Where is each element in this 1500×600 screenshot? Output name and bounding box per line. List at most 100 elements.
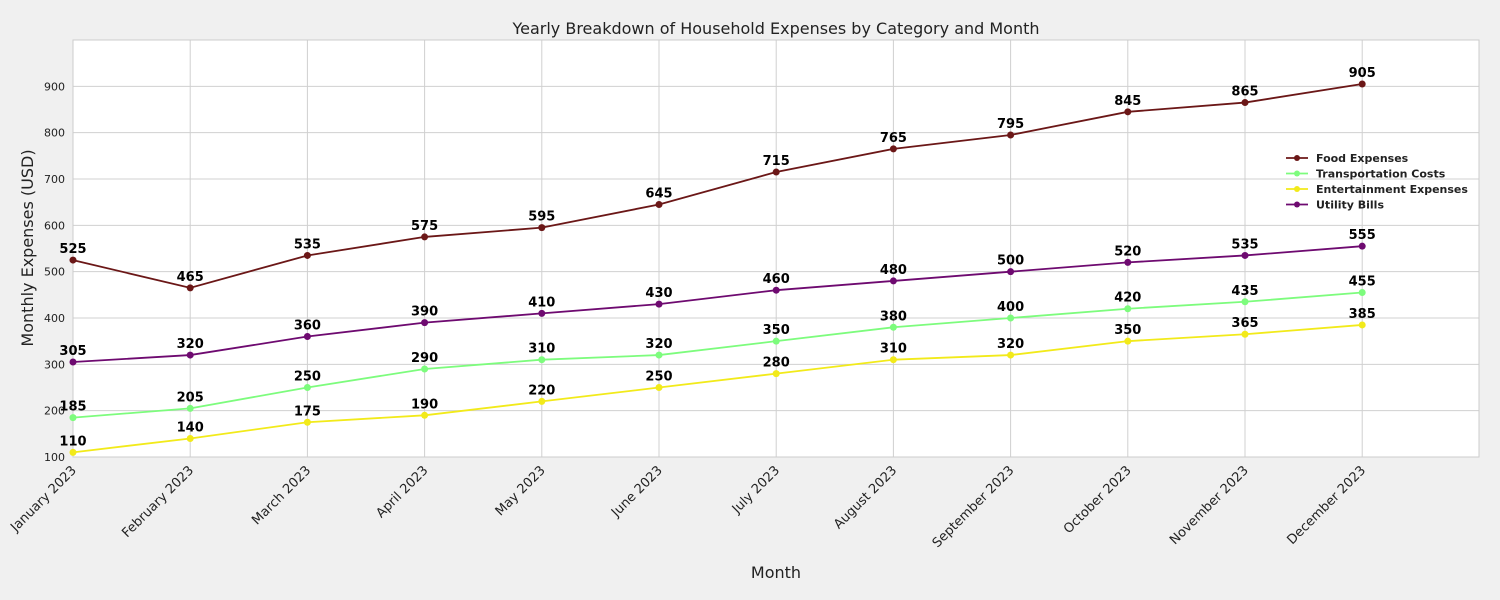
legend-marker: [1294, 155, 1300, 161]
data-point: [1241, 251, 1249, 259]
data-point: [186, 351, 194, 359]
data-point: [772, 337, 780, 345]
data-point: [538, 309, 546, 317]
data-point: [1358, 289, 1366, 297]
data-label: 465: [177, 270, 204, 285]
data-point: [421, 233, 429, 241]
data-point: [69, 414, 77, 422]
data-point: [1241, 99, 1249, 107]
data-label: 905: [1349, 66, 1376, 81]
data-label: 520: [1114, 244, 1141, 259]
data-label: 280: [763, 356, 790, 371]
data-label: 185: [59, 400, 86, 415]
data-label: 305: [59, 344, 86, 359]
data-point: [303, 384, 311, 391]
data-label: 645: [645, 186, 672, 201]
data-label: 555: [1349, 228, 1376, 243]
data-label: 320: [645, 337, 672, 352]
y-tick-label: 100: [44, 451, 65, 464]
data-labels: 525 465 535 575 595 645 715 765 795 845 865 905 185 2…: [59, 66, 1375, 449]
data-point: [538, 224, 546, 232]
series-line-0: [72, 83, 1363, 289]
legend: Food Expenses Transportation Costs Enterta…: [1286, 152, 1468, 212]
y-tick-label: 300: [44, 358, 65, 371]
data-point: [1007, 351, 1015, 359]
y-axis-ticks: 100 200 300 400 500 600 700 800 900: [44, 80, 65, 464]
data-point: [889, 145, 897, 153]
legend-label: Transportation Costs: [1316, 168, 1446, 181]
data-point: [186, 434, 194, 442]
plot-frame: [72, 39, 1480, 458]
grid-lines: [72, 40, 1479, 458]
data-label: 865: [1231, 85, 1258, 100]
y-tick-label: 600: [44, 219, 65, 232]
data-point: [1358, 80, 1366, 88]
data-point: [303, 251, 311, 259]
data-label: 535: [294, 237, 321, 252]
legend-label: Utility Bills: [1316, 199, 1384, 212]
data-point: [772, 286, 780, 294]
data-point: [303, 333, 311, 341]
y-axis-title: Monthly Expenses (USD): [18, 149, 37, 346]
data-point: [889, 277, 897, 285]
x-axis-title: Month: [751, 563, 801, 582]
data-label: 500: [997, 254, 1024, 269]
data-label: 110: [59, 434, 86, 449]
data-label: 385: [1349, 307, 1376, 322]
data-point: [538, 397, 546, 405]
y-tick-label: 900: [44, 80, 65, 93]
data-point: [1007, 314, 1015, 322]
data-label: 365: [1231, 316, 1258, 331]
data-point: [421, 365, 429, 373]
data-label: 350: [763, 323, 790, 338]
data-label: 250: [294, 370, 321, 385]
y-tick-label: 200: [44, 405, 65, 418]
data-label: 310: [880, 342, 907, 357]
data-point: [772, 370, 780, 378]
data-label: 715: [763, 154, 790, 169]
data-label: 420: [1114, 291, 1141, 306]
data-point: [1358, 242, 1366, 250]
data-label: 320: [997, 337, 1024, 352]
data-label: 360: [294, 319, 321, 334]
series-line-2: [72, 324, 1363, 454]
legend-marker: [1294, 170, 1300, 177]
data-label: 765: [880, 131, 907, 146]
data-label: 220: [528, 383, 555, 398]
data-label: 455: [1349, 275, 1376, 290]
data-point: [303, 418, 311, 426]
legend-marker: [1294, 186, 1300, 192]
data-label: 205: [177, 390, 204, 405]
data-label: 575: [411, 219, 438, 234]
data-point: [69, 358, 77, 366]
data-label: 845: [1114, 94, 1141, 109]
data-point: [1124, 337, 1132, 345]
data-point: [1124, 108, 1132, 116]
data-label: 190: [411, 397, 438, 412]
data-point: [1007, 131, 1015, 139]
data-label: 460: [763, 272, 790, 287]
data-point: [1124, 258, 1132, 266]
legend-marker: [1294, 201, 1300, 208]
legend-label: Entertainment Expenses: [1316, 183, 1468, 196]
data-point: [421, 411, 429, 419]
data-point: [69, 256, 77, 264]
y-tick-label: 400: [44, 312, 65, 325]
data-point: [538, 356, 546, 364]
data-point: [1124, 305, 1132, 313]
y-tick-label: 700: [44, 173, 65, 186]
data-point: [186, 284, 194, 292]
chart-title: Yearly Breakdown of Household Expenses b…: [511, 19, 1039, 38]
data-label: 595: [528, 210, 555, 225]
data-label: 400: [997, 300, 1024, 315]
data-point: [1007, 268, 1015, 276]
data-label: 535: [1231, 237, 1258, 252]
data-point: [69, 448, 77, 456]
data-label: 390: [411, 305, 438, 320]
data-label: 410: [528, 295, 555, 310]
y-tick-label: 800: [44, 127, 65, 140]
data-point: [889, 356, 897, 364]
data-point: [1358, 321, 1366, 329]
data-point: [889, 323, 897, 331]
